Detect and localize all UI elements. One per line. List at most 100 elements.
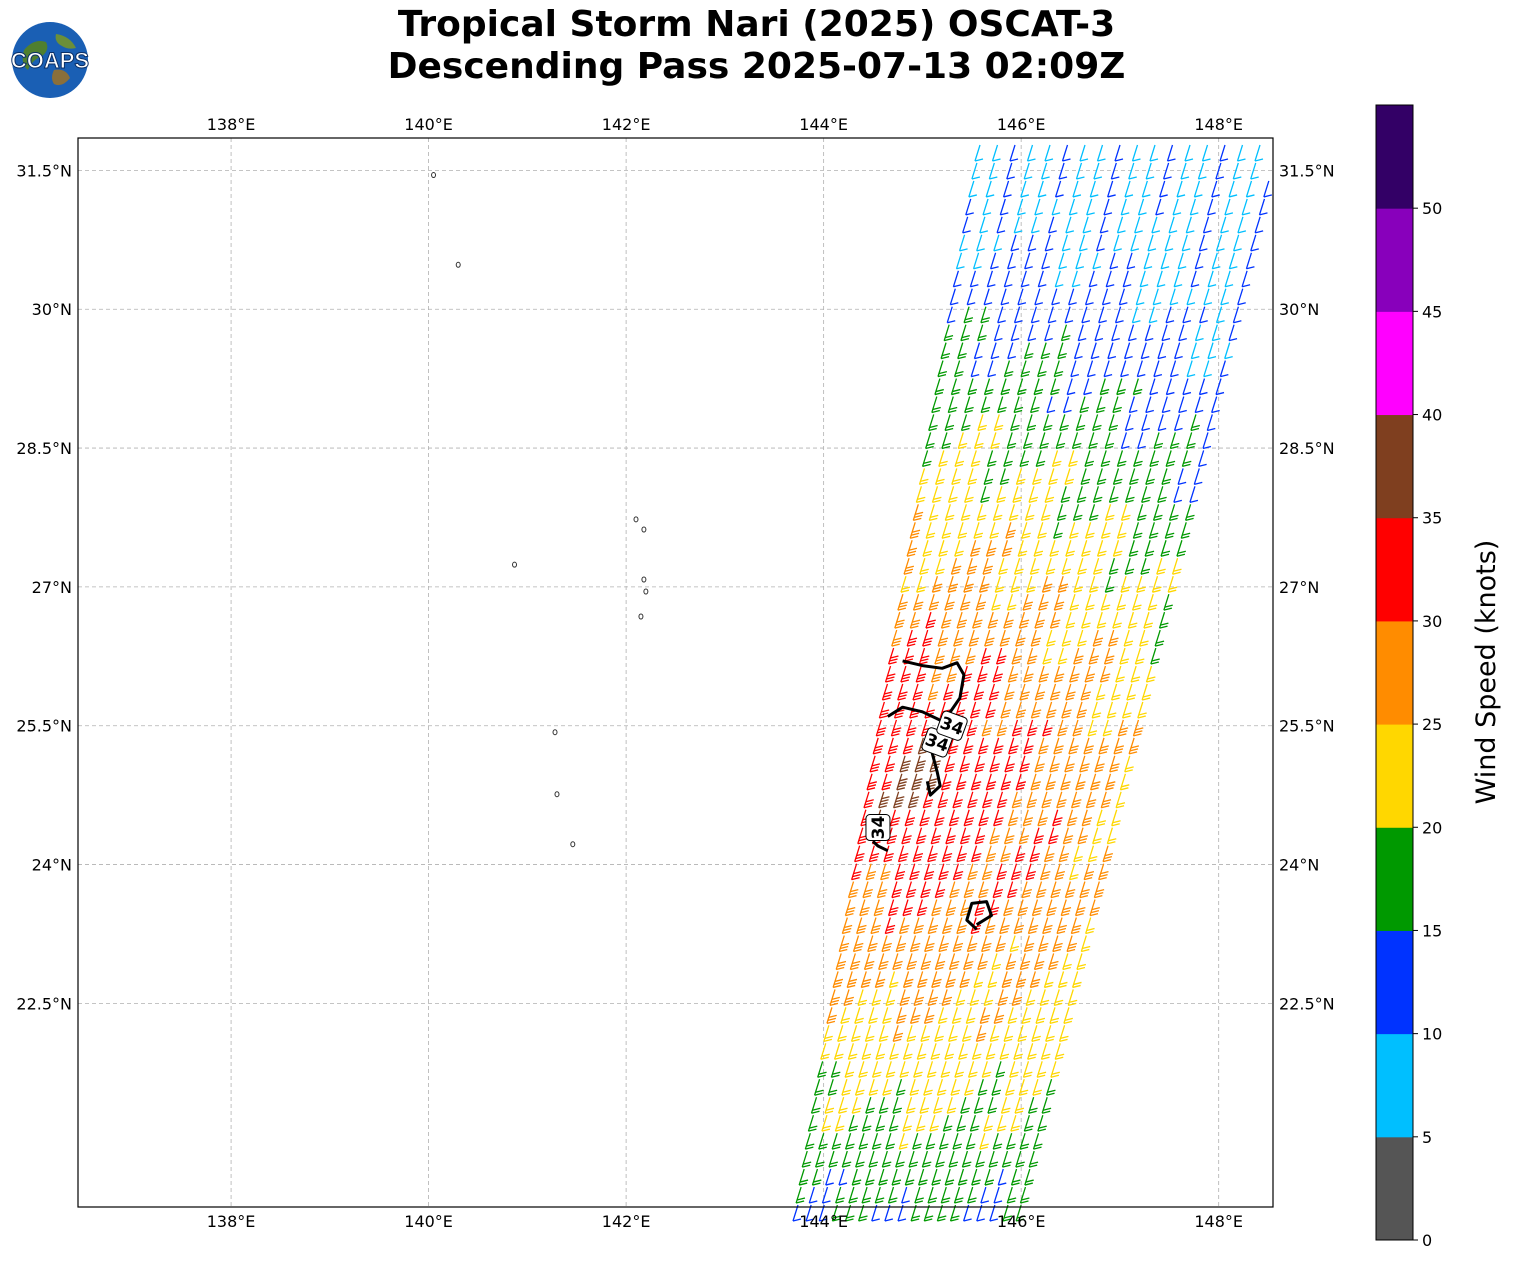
wind-barb bbox=[1163, 593, 1173, 611]
wind-barb bbox=[887, 737, 899, 755]
colorbar: 0 5 10 15 20 25 30 35 40 45 50 bbox=[1375, 104, 1442, 1250]
wind-barb bbox=[851, 1097, 862, 1114]
wind-barb bbox=[961, 1025, 972, 1042]
wind-barb bbox=[987, 971, 998, 989]
wind-barb bbox=[930, 827, 942, 845]
wind-barb bbox=[1132, 522, 1143, 539]
wind-barb bbox=[1064, 755, 1075, 773]
wind-barb bbox=[1168, 504, 1179, 521]
wind-barb bbox=[835, 953, 847, 971]
wind-barb bbox=[1093, 881, 1105, 899]
wind-barb bbox=[1015, 468, 1026, 486]
wind-barb bbox=[917, 971, 928, 989]
wind-barb bbox=[969, 540, 981, 557]
wind-barb bbox=[1145, 162, 1155, 180]
wind-barb bbox=[841, 1079, 851, 1096]
wind-barb bbox=[979, 216, 989, 234]
wind-barb bbox=[1180, 162, 1190, 180]
wind-barb bbox=[1180, 522, 1191, 539]
wind-barb bbox=[975, 1025, 987, 1042]
wind-barb bbox=[907, 791, 920, 809]
wind-barb bbox=[1193, 468, 1203, 486]
wind-barb bbox=[921, 450, 932, 468]
wind-barb bbox=[878, 1168, 888, 1186]
wind-barb bbox=[1092, 827, 1102, 845]
wind-barb bbox=[923, 1079, 933, 1096]
wind-barb bbox=[1102, 845, 1113, 863]
wind-barb bbox=[1000, 773, 1012, 791]
wind-barb bbox=[1136, 360, 1146, 378]
lon-tick-label-bottom: 138°E bbox=[207, 1212, 256, 1231]
wind-barb bbox=[1130, 665, 1141, 683]
wind-barb bbox=[1083, 863, 1095, 881]
wind-barb bbox=[934, 378, 944, 396]
lat-tick-label-left: 22.5°N bbox=[16, 994, 72, 1013]
wind-barb bbox=[1089, 773, 1101, 791]
wind-barb bbox=[1164, 234, 1174, 252]
wind-barb bbox=[915, 665, 927, 683]
wind-barb bbox=[1070, 791, 1082, 809]
wind-barb bbox=[1140, 558, 1151, 575]
wind-barb bbox=[883, 845, 894, 863]
wind-barb bbox=[1027, 234, 1037, 252]
wind-barb bbox=[953, 1186, 964, 1204]
wind-barb bbox=[1153, 432, 1164, 450]
wind-barb bbox=[973, 683, 985, 701]
wind-barb bbox=[850, 1025, 861, 1042]
wind-barb bbox=[1041, 252, 1050, 270]
wind-barb bbox=[1124, 414, 1134, 432]
wind-barb bbox=[1060, 486, 1071, 503]
wind-barb bbox=[920, 1025, 930, 1042]
lat-tick-label-right: 31.5°N bbox=[1279, 161, 1335, 180]
wind-barb bbox=[996, 719, 1008, 737]
wind-barb bbox=[1127, 324, 1137, 342]
wind-barb bbox=[1003, 899, 1014, 917]
wind-barb bbox=[871, 989, 882, 1007]
wind-barb bbox=[1029, 845, 1040, 863]
wind-barb bbox=[1108, 629, 1119, 647]
wind-barb bbox=[1018, 827, 1030, 845]
wind-barb bbox=[884, 917, 896, 935]
wind-barb bbox=[991, 1079, 1002, 1096]
wind-barb bbox=[963, 809, 975, 827]
wind-barb bbox=[1083, 737, 1094, 755]
wind-barb bbox=[801, 1150, 812, 1168]
wind-barb bbox=[885, 1132, 895, 1150]
wind-barb bbox=[951, 1007, 962, 1025]
wind-barb bbox=[1157, 342, 1167, 360]
wind-barb bbox=[973, 432, 984, 450]
wind-barb bbox=[983, 468, 994, 486]
wind-barb bbox=[841, 1150, 852, 1168]
wind-barb bbox=[1021, 522, 1031, 539]
wind-barb bbox=[906, 540, 918, 557]
wind-barb bbox=[977, 737, 989, 755]
wind-barb bbox=[1064, 881, 1076, 899]
wind-barb bbox=[922, 791, 934, 809]
wind-barb bbox=[1025, 989, 1036, 1007]
wind-barb bbox=[1007, 252, 1016, 270]
wind-barb bbox=[927, 683, 939, 701]
colorbar-segment bbox=[1376, 930, 1413, 1035]
wind-barb bbox=[985, 773, 997, 791]
wind-barb bbox=[1012, 486, 1022, 503]
wind-barb bbox=[1037, 270, 1047, 288]
wind-barb bbox=[831, 1132, 842, 1150]
wind-barb bbox=[909, 611, 921, 629]
wind-barb bbox=[1109, 252, 1119, 270]
wind-barb bbox=[830, 1061, 841, 1078]
wind-barb bbox=[878, 791, 890, 809]
lon-tick-label-bottom: 144°E bbox=[799, 1212, 848, 1231]
wind-barb bbox=[1048, 216, 1057, 234]
wind-barb bbox=[848, 1114, 858, 1132]
wind-barb bbox=[1099, 216, 1109, 234]
wind-barb bbox=[960, 1097, 970, 1114]
wind-barb bbox=[892, 1025, 904, 1042]
wind-barb bbox=[1023, 935, 1035, 953]
wind-barb bbox=[895, 1150, 905, 1168]
wind-barb bbox=[1105, 270, 1115, 288]
wind-barb bbox=[992, 504, 1003, 521]
wind-barb bbox=[1079, 144, 1089, 162]
wind-barb bbox=[818, 1132, 828, 1150]
wind-barb bbox=[1019, 1186, 1030, 1204]
wind-barb bbox=[1014, 1097, 1025, 1114]
